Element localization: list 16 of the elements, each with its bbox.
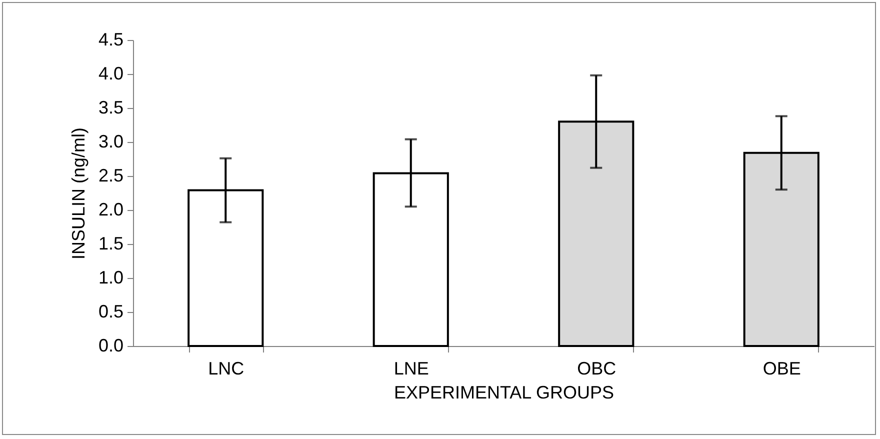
y-tick-label: 1.0 — [98, 268, 124, 288]
y-tick-label: 4.5 — [98, 30, 124, 50]
y-tick-label: 2.0 — [98, 200, 124, 220]
y-tick-label: 0.5 — [98, 302, 124, 322]
y-axis-title: INSULIN (ng/ml) — [68, 127, 88, 260]
x-tick-label: LNE — [394, 358, 429, 378]
y-tick-label: 3.5 — [98, 98, 124, 118]
x-tick-label: LNC — [208, 358, 244, 378]
y-tick-label: 0.0 — [98, 336, 124, 356]
y-tick-label: 3.0 — [98, 132, 124, 152]
x-tick-label: OBE — [762, 358, 801, 378]
y-tick-label: 1.5 — [98, 234, 124, 254]
y-tick-label: 2.5 — [98, 166, 124, 186]
x-tick-label: OBC — [577, 358, 616, 378]
x-axis-title: EXPERIMENTAL GROUPS — [394, 382, 614, 402]
y-tick-label: 4.0 — [98, 64, 124, 84]
